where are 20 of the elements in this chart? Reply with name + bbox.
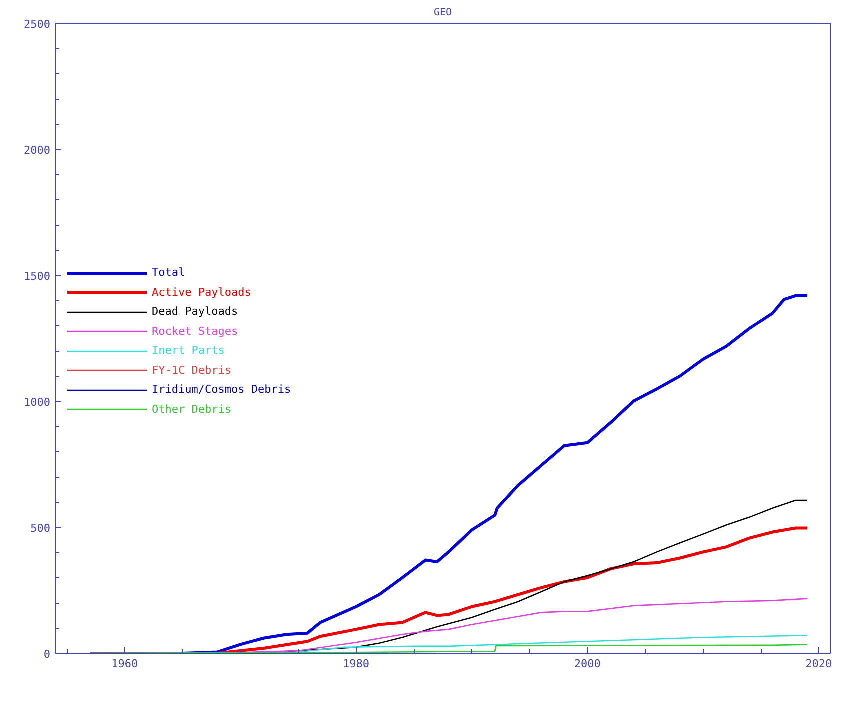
y-tick-label: 1000 <box>24 396 51 409</box>
x-tick-label: 1960 <box>112 658 138 670</box>
y-tick-label: 1500 <box>24 270 51 283</box>
x-tick-label: 2020 <box>806 658 832 670</box>
line-series <box>88 526 809 654</box>
text: Dead Payloads <box>152 304 238 318</box>
text: Other Debris <box>152 402 232 416</box>
y-tick-label: 500 <box>30 522 51 535</box>
text: Total <box>152 266 186 280</box>
y-tick-label: 0 <box>44 648 50 661</box>
chart-title: GEO <box>434 8 452 18</box>
text: Inert Parts <box>152 344 225 358</box>
text: Rocket Stages <box>152 324 238 338</box>
y-tick-label: 2500 <box>24 18 51 31</box>
text: Active Payloads <box>152 285 252 299</box>
legend-label: FY-1C Debris <box>152 363 232 377</box>
y-tick-label: 2000 <box>24 144 51 157</box>
x-tick-label: 2000 <box>574 658 601 670</box>
legend-label: Iridium/Cosmos Debris <box>152 382 292 396</box>
x-tick-label: 1980 <box>343 658 370 670</box>
